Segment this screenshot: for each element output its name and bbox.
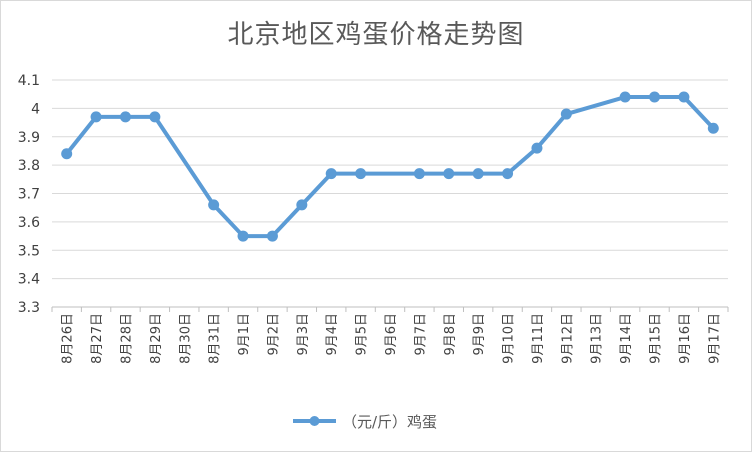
data-point — [649, 91, 661, 103]
data-point — [266, 230, 278, 242]
x-tick-label: 9月13日 — [590, 313, 605, 364]
series-line — [64, 95, 716, 239]
x-tick-label: 8月31日 — [208, 313, 223, 364]
data-point — [531, 142, 543, 154]
x-tick-label: 9月3日 — [296, 313, 311, 356]
y-tick-label: 4.1 — [18, 73, 40, 89]
data-point — [707, 122, 719, 134]
data-point — [296, 199, 308, 211]
data-point — [208, 199, 220, 211]
data-point — [325, 168, 337, 180]
x-tick-label: 9月10日 — [502, 313, 517, 364]
data-point — [413, 168, 425, 180]
x-tick-label: 9月7日 — [413, 313, 428, 356]
x-axis-tick-labels: 8月26日 8月27日 8月28日 8月29日 8月30日 8月31日 9月1日 9月2日 9月… — [61, 313, 723, 364]
x-tick-label: 8月28日 — [119, 313, 134, 364]
legend-label: （元/斤）鸡蛋 — [342, 413, 437, 431]
x-tick-label: 9月8日 — [443, 313, 458, 356]
data-point — [472, 168, 484, 180]
y-tick-label: 3.5 — [18, 243, 40, 259]
data-point — [678, 91, 690, 103]
x-tick-label: 9月11日 — [531, 313, 546, 364]
y-tick-label: 4 — [31, 101, 40, 117]
data-point — [502, 168, 514, 180]
data-point — [149, 111, 161, 123]
x-tick-label: 9月12日 — [560, 313, 575, 364]
data-point — [560, 108, 572, 120]
y-tick-label: 3.4 — [18, 272, 40, 288]
x-tick-label: 8月26日 — [61, 313, 76, 364]
x-tick-label: 9月4日 — [325, 313, 340, 356]
x-tick-label: 9月9日 — [472, 313, 487, 356]
chart-title: 北京地区鸡蛋价格走势图 — [227, 20, 525, 50]
x-tick-label: 9月6日 — [384, 313, 399, 356]
y-tick-label: 3.3 — [18, 300, 40, 316]
legend: （元/斤）鸡蛋 — [293, 413, 437, 431]
x-axis — [51, 306, 729, 312]
data-point — [355, 168, 367, 180]
y-tick-label: 3.7 — [18, 187, 40, 203]
data-point — [61, 148, 73, 160]
x-tick-label: 8月29日 — [149, 313, 164, 364]
y-tick-label: 3.8 — [18, 158, 40, 174]
x-tick-label: 9月14日 — [619, 313, 634, 364]
series-egg-price — [61, 91, 719, 242]
y-tick-label: 3.9 — [18, 130, 40, 146]
x-tick-label: 9月16日 — [678, 313, 693, 364]
data-point — [90, 111, 102, 123]
x-tick-label: 9月15日 — [649, 313, 664, 364]
gridlines — [52, 79, 728, 308]
data-point — [119, 111, 131, 123]
y-axis-tick-labels: 3.3 3.4 3.5 3.6 3.7 3.8 3.9 4 4.1 — [18, 73, 40, 316]
x-tick-label: 8月27日 — [90, 313, 105, 364]
data-point — [443, 168, 455, 180]
legend-point-marker — [309, 416, 320, 426]
x-tick-label: 9月1日 — [237, 313, 252, 356]
x-tick-label: 9月17日 — [707, 313, 722, 364]
x-tick-label: 9月5日 — [355, 313, 370, 356]
data-point — [619, 91, 631, 103]
y-tick-label: 3.6 — [18, 215, 40, 231]
data-point — [237, 230, 249, 242]
x-tick-label: 9月2日 — [266, 313, 281, 356]
x-tick-label: 8月30日 — [178, 313, 193, 364]
